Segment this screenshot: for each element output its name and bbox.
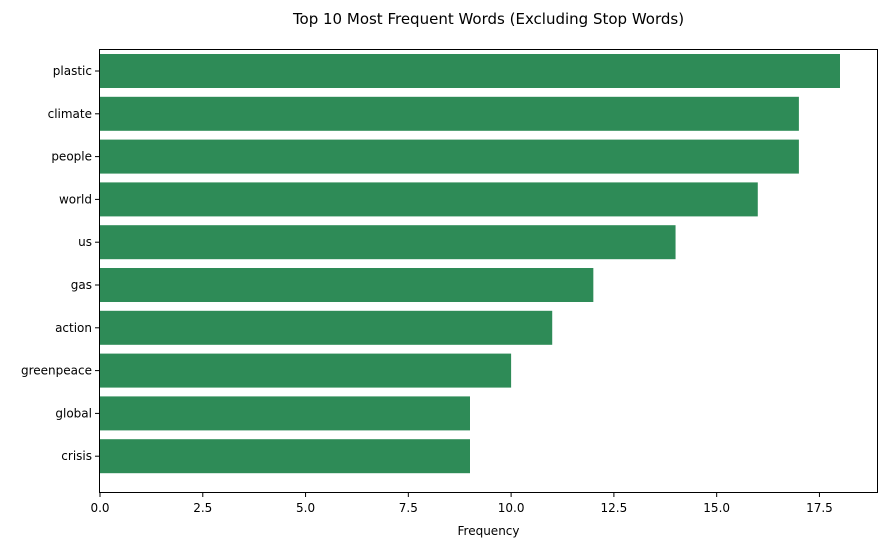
y-tick-label: greenpeace — [21, 364, 92, 378]
bar-crisis — [100, 439, 470, 474]
y-tick-label: action — [55, 321, 92, 335]
bar-gas — [100, 268, 594, 302]
bar-climate — [100, 96, 799, 131]
y-tick-label: world — [59, 192, 92, 206]
bar-world — [100, 182, 758, 217]
y-tick-label: crisis — [61, 449, 92, 463]
x-tick-label: 17.5 — [806, 501, 833, 515]
bar-plastic — [100, 54, 840, 88]
y-tick-label: global — [55, 406, 92, 420]
chart-title: Top 10 Most Frequent Words (Excluding St… — [292, 10, 684, 28]
plot-frame — [99, 49, 878, 493]
x-tick-label: 7.5 — [399, 501, 418, 515]
x-tick-label: 12.5 — [601, 501, 628, 515]
y-tick-label: people — [51, 150, 92, 164]
y-tick-label: climate — [48, 107, 92, 121]
bar-people — [100, 139, 799, 174]
x-tick-label: 10.0 — [498, 501, 525, 515]
x-tick-label: 2.5 — [193, 501, 212, 515]
y-tick-label: us — [78, 235, 92, 249]
bars-group — [100, 54, 840, 474]
bar-greenpeace — [100, 353, 512, 388]
x-tick-label: 0.0 — [90, 501, 109, 515]
bar-action — [100, 310, 553, 345]
bar-global — [100, 396, 470, 431]
x-axis-label: Frequency — [458, 524, 520, 538]
bar-us — [100, 225, 676, 260]
x-tick-label: 15.0 — [703, 501, 730, 515]
x-axis-ticks: 0.0 2.5 5.0 7.5 10.0 12.5 15.0 17.5 — [90, 492, 833, 515]
y-tick-label: gas — [71, 278, 92, 292]
y-tick-label: plastic — [53, 64, 92, 78]
x-tick-label: 5.0 — [296, 501, 315, 515]
y-axis-ticks: plastic climate people world us gas action gree… — [21, 64, 100, 463]
